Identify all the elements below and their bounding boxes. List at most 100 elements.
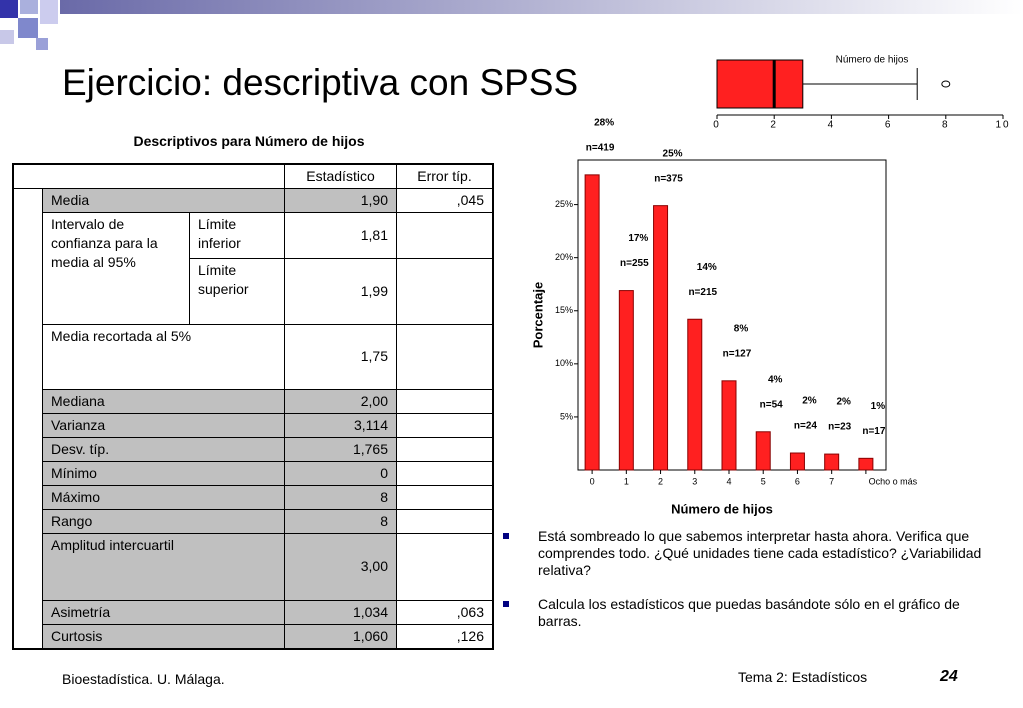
x-tick-label: 10 <box>995 120 1010 131</box>
row-label: Curtosis <box>42 623 285 650</box>
row-label: Máximo <box>42 484 285 510</box>
bar <box>653 205 669 471</box>
table-row: Curtosis 1,060,126 <box>13 623 494 650</box>
box <box>716 59 804 109</box>
std-error: ,126 <box>396 623 494 650</box>
table-row: Mínimo 0 <box>13 460 494 486</box>
value-label: 25% <box>663 148 683 159</box>
value-label: 14% <box>697 262 717 273</box>
x-tick-label: 1 <box>624 476 629 486</box>
value-label: 2% <box>836 397 851 408</box>
x-tick-label: 2 <box>658 476 663 486</box>
row-label: Desv. típ. <box>42 436 285 462</box>
table-row: Máximo 8 <box>13 484 494 510</box>
annotation: n=255 <box>620 258 649 269</box>
table-row: Varianza 3,114 <box>13 412 494 438</box>
annotation: n=419 <box>586 143 615 154</box>
footer-left: Bioestadística. U. Málaga. <box>62 671 225 687</box>
decor <box>0 0 18 18</box>
y-tick-label: 25% <box>555 199 573 209</box>
annotation: n=24 <box>794 421 818 432</box>
blank <box>12 163 285 189</box>
slide-title: Ejercicio: descriptiva con SPSS <box>62 62 579 103</box>
bar <box>721 380 737 471</box>
row-label: Asimetría <box>42 599 285 625</box>
statistic: 0 <box>284 460 397 486</box>
statistic: 1,81 <box>284 211 397 259</box>
column-header: Estadístico <box>284 163 397 189</box>
statistic: 1,034 <box>284 599 397 625</box>
row-label: Varianza <box>42 412 285 438</box>
value-label: 8% <box>734 323 749 334</box>
bar <box>584 174 600 471</box>
std-error <box>396 388 494 414</box>
y-tick-label: 15% <box>555 305 573 315</box>
decor <box>36 38 48 50</box>
bullet: Calcula los estadísticos que puedas basá… <box>500 596 990 630</box>
row-label: Media <box>42 187 285 213</box>
statistic: 1,75 <box>284 323 397 390</box>
header-row: Estadístico Error típ. <box>12 163 494 189</box>
statistic: 8 <box>284 484 397 510</box>
column-header: Error típ. <box>396 163 494 189</box>
value-label: 4% <box>768 374 783 385</box>
value-label: 1% <box>871 401 886 412</box>
statistic: 1,765 <box>284 436 397 462</box>
side-strip <box>12 187 43 650</box>
row-label: Rango <box>42 508 285 534</box>
std-error <box>396 460 494 486</box>
x-tick-label: 6 <box>795 476 800 486</box>
table-row: Desv. típ. 1,765 <box>13 436 494 462</box>
footer-center: Tema 2: Estadísticos <box>738 669 868 685</box>
decor <box>60 0 1023 14</box>
std-error <box>396 436 494 462</box>
x-tick-label: 4 <box>726 476 731 486</box>
bar <box>789 452 805 471</box>
std-error <box>396 257 494 325</box>
bullet: Está sombreado lo que sabemos interpreta… <box>500 528 990 578</box>
statistic: 8 <box>284 508 397 534</box>
row-sublabel: Límite inferior <box>189 211 285 259</box>
y-tick-label: 10% <box>555 358 573 368</box>
decor <box>18 18 38 38</box>
table-row: Asimetría 1,034,063 <box>13 599 494 625</box>
std-error: ,063 <box>396 599 494 625</box>
statistic: 3,00 <box>284 532 397 601</box>
annotation: n=375 <box>654 173 683 184</box>
x-axis-title: Número de hijos <box>671 501 773 516</box>
row-label: Intervalo de confianza para la media al … <box>42 211 190 325</box>
bullets: Está sombreado lo que sabemos interpreta… <box>500 528 990 648</box>
row-label: Mínimo <box>42 460 285 486</box>
statistic: 1,90 <box>284 187 397 213</box>
bar <box>618 290 634 471</box>
std-error: ,045 <box>396 187 494 213</box>
decor <box>0 30 14 44</box>
std-error <box>396 508 494 534</box>
row-label: Media recortada al 5% <box>42 323 285 390</box>
x-tick-label: 3 <box>692 476 697 486</box>
y-axis-title: Porcentaje <box>530 282 545 348</box>
decor <box>40 0 58 24</box>
bar <box>687 318 703 471</box>
std-error <box>396 484 494 510</box>
statistic: 3,114 <box>284 412 397 438</box>
x-tick-label: 8 <box>942 120 950 131</box>
row-sublabel: Límite superior <box>189 257 285 325</box>
x-tick-label: 6 <box>885 120 893 131</box>
row-label: Amplitud intercuartil <box>42 532 285 601</box>
bar <box>824 453 840 471</box>
chart-title: Número de hijos <box>836 55 909 66</box>
table-row: Mediana 2,00 <box>13 388 494 414</box>
annotation: n=23 <box>828 422 852 433</box>
annotation: n=17 <box>862 426 886 437</box>
x-tick-label: 4 <box>828 120 836 131</box>
table-row: Media 1,90,045 <box>12 187 494 650</box>
table-row: Media recortada al 5% 1,75 <box>13 323 494 390</box>
annotation: n=127 <box>723 348 752 359</box>
std-error <box>396 412 494 438</box>
std-error <box>396 211 494 259</box>
value-label: 17% <box>628 233 648 244</box>
value-label: 28% <box>594 118 614 129</box>
